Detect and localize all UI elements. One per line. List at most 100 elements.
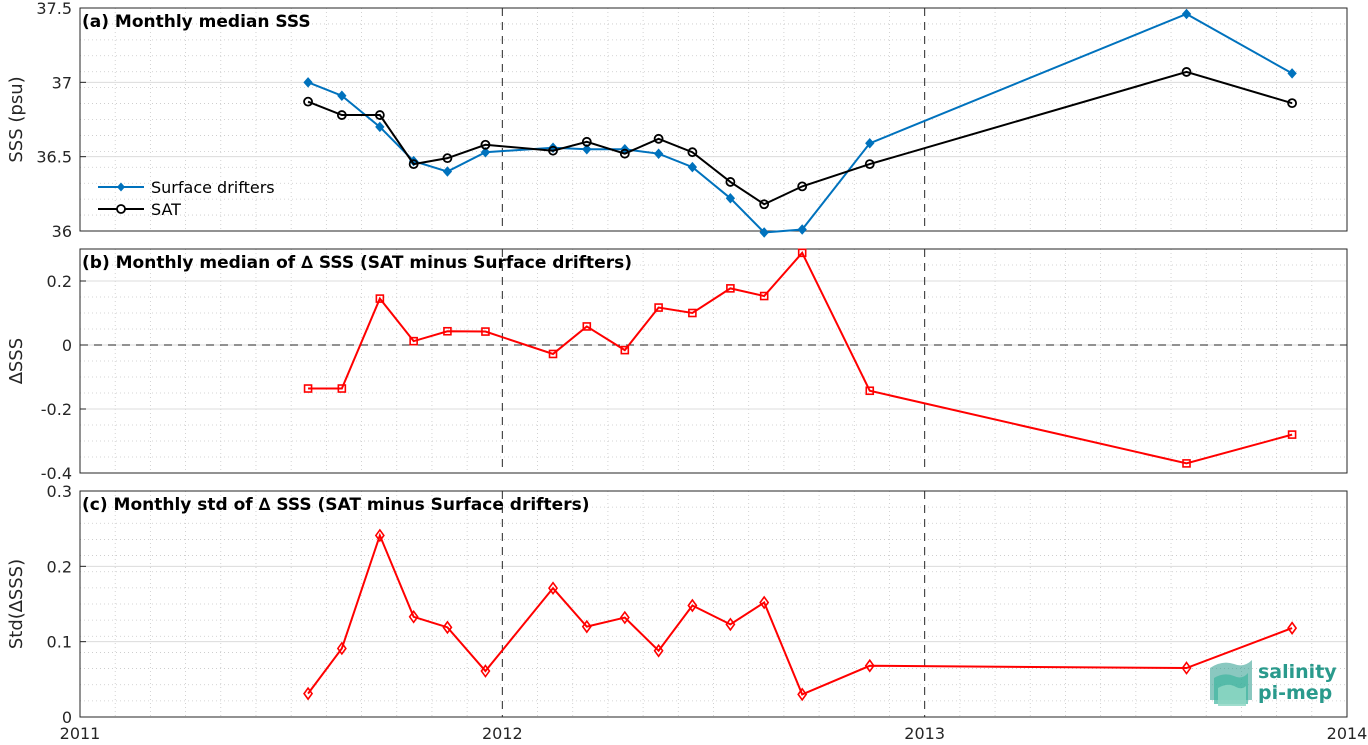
data-point	[653, 133, 664, 144]
data-point	[797, 224, 807, 235]
data-point	[759, 199, 770, 210]
data-point	[759, 227, 769, 238]
data-point	[864, 159, 875, 170]
data-point	[1181, 8, 1192, 20]
data-point	[864, 658, 875, 673]
y-tick-label: 0.3	[47, 482, 72, 501]
y-tick-label: 0.1	[47, 633, 72, 652]
data-point	[481, 327, 490, 336]
series-surface-drifters	[303, 8, 1297, 238]
axes-box	[79, 7, 1348, 232]
data-point	[548, 349, 558, 359]
x-tick-label: 2014	[1327, 724, 1368, 743]
data-point	[375, 294, 385, 303]
data-point	[1181, 661, 1192, 675]
data-point	[443, 326, 452, 336]
y-tick-label: 0.2	[47, 557, 72, 576]
x-tick-label: 2011	[60, 724, 101, 743]
data-point	[303, 77, 313, 88]
y-tick-label: 36	[52, 222, 72, 241]
data-point	[442, 166, 453, 177]
axes-box	[79, 490, 1348, 718]
data-point	[725, 617, 736, 632]
data-point	[408, 609, 419, 624]
axes-box	[79, 248, 1348, 474]
data-point	[1181, 67, 1192, 77]
series-line	[307, 532, 1293, 696]
data-point	[548, 581, 559, 596]
panel-a-monthly-median-sss: 36 36.5 37 37.5 SSS (psu) (a) Monthly median …	[6, 0, 1348, 241]
logo-text-line1: salinity	[1258, 661, 1337, 683]
data-point	[336, 641, 347, 656]
data-point	[337, 90, 347, 101]
data-point	[408, 159, 419, 170]
data-point	[619, 610, 630, 625]
data-point	[725, 193, 736, 204]
data-point	[725, 177, 736, 187]
legend-label: Surface drifters	[151, 178, 275, 197]
y-tick-label: 0.2	[47, 272, 72, 291]
x-tick-label: 2013	[904, 724, 945, 743]
data-point	[653, 643, 664, 658]
data-point	[303, 686, 314, 701]
series-line	[307, 12, 1293, 234]
data-point	[303, 96, 313, 107]
data-point	[480, 139, 491, 150]
panel-title: (a) Monthly median SSS	[82, 12, 311, 32]
panel-title: (c) Monthly std of ∆ SSS (SAT minus Surf…	[82, 495, 589, 515]
data-point	[797, 181, 808, 192]
logo-text-line2: pi-mep	[1258, 682, 1332, 704]
y-tick-label: 36.5	[36, 148, 72, 167]
data-point	[687, 147, 698, 158]
data-point	[442, 153, 453, 164]
panel-b-monthly-median-delta-sss: -0.4 -0.2 0 0.2 ∆SSS (b) Monthly median of ∆ …	[6, 248, 1348, 483]
data-point	[336, 110, 347, 120]
panel-title: (b) Monthly median of ∆ SSS (SAT minus S…	[82, 253, 632, 273]
data-point	[582, 143, 592, 155]
data-point	[865, 138, 875, 149]
data-point	[548, 145, 558, 156]
data-point	[375, 121, 385, 133]
legend: Surface drifters SAT	[98, 178, 275, 219]
series-sat	[303, 67, 1297, 210]
data-point	[480, 146, 491, 158]
y-tick-label: 0	[62, 336, 72, 355]
data-point	[1287, 98, 1297, 109]
y-tick-label: -0.2	[41, 400, 72, 419]
data-point	[654, 303, 663, 312]
data-point	[619, 148, 630, 159]
series-delta	[303, 528, 1298, 702]
y-axis-label: SSS (psu)	[6, 76, 27, 162]
data-point	[374, 110, 385, 120]
data-point	[581, 619, 592, 634]
legend-marker	[117, 182, 125, 192]
data-point	[442, 620, 453, 635]
data-point	[1287, 68, 1297, 79]
data-point	[797, 687, 808, 702]
data-point	[865, 386, 875, 396]
data-point	[337, 384, 347, 393]
legend-marker	[116, 204, 126, 214]
data-point	[582, 322, 592, 331]
data-point	[303, 384, 313, 393]
data-point	[797, 248, 807, 258]
y-tick-label: -0.4	[41, 464, 72, 483]
data-point	[1182, 459, 1191, 468]
salinity-pi-mep-logo: salinity pi-mep	[1210, 660, 1337, 706]
series-line	[307, 70, 1293, 206]
data-point	[1287, 430, 1297, 439]
y-tick-label: 37	[52, 73, 72, 92]
data-point	[688, 308, 697, 318]
series-line	[308, 251, 1293, 465]
data-point	[374, 528, 385, 543]
data-point	[480, 664, 491, 678]
logo-wave-icon	[1210, 660, 1252, 706]
data-point	[620, 345, 630, 355]
x-tick-label: 2012	[482, 724, 523, 743]
y-axis-label: Std(∆SSS)	[6, 559, 27, 649]
data-point	[759, 291, 769, 301]
data-point	[687, 598, 698, 613]
data-point	[1287, 621, 1298, 635]
data-point	[653, 148, 664, 159]
